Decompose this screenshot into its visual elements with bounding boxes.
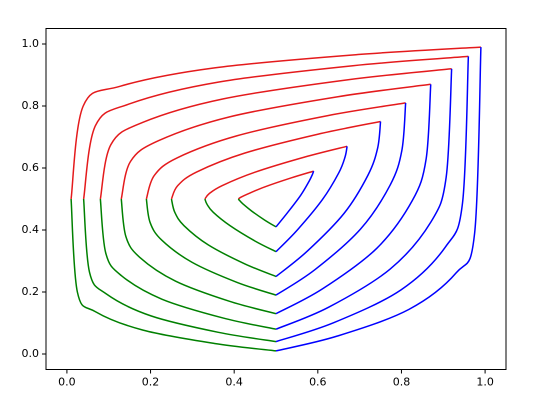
curve [145, 198, 277, 296]
curve [275, 47, 482, 352]
x-tick-label: 0.4 [225, 376, 243, 389]
curve [275, 146, 348, 253]
y-tick-label: 0.0 [22, 347, 40, 360]
curve [204, 198, 277, 253]
curve [82, 55, 469, 200]
curve [275, 56, 470, 343]
curve [170, 198, 277, 278]
curve [275, 84, 432, 315]
curve [70, 198, 277, 352]
curve [275, 170, 315, 228]
curve [120, 198, 277, 315]
y-tick-label: 0.6 [22, 161, 40, 174]
x-tick-label: 0.8 [393, 376, 411, 389]
curve [204, 145, 348, 200]
curve [170, 120, 381, 200]
plot-frame [45, 28, 507, 370]
x-tick-label: 0.2 [142, 376, 160, 389]
curve [70, 46, 481, 200]
x-tick-label: 0.0 [58, 376, 76, 389]
y-tick-label: 0.2 [22, 285, 40, 298]
curve [120, 83, 431, 200]
y-tick-label: 0.4 [22, 223, 40, 236]
x-tick-label: 1.0 [476, 376, 494, 389]
curve [275, 121, 382, 278]
curve [275, 102, 407, 296]
curve [145, 102, 406, 200]
y-tick-label: 0.8 [22, 99, 40, 112]
curve [99, 198, 277, 330]
curve [275, 68, 453, 330]
x-tick-label: 0.6 [309, 376, 327, 389]
curve [237, 198, 277, 228]
curve [237, 170, 314, 200]
y-tick-label: 1.0 [22, 37, 40, 50]
curve [99, 68, 452, 200]
curve [82, 198, 277, 343]
